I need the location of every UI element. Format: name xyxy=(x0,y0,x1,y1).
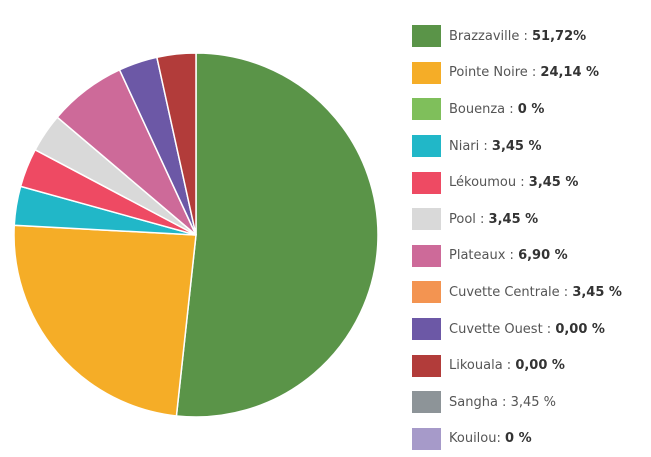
legend-value: 6,90 % xyxy=(518,248,568,264)
legend-item: Cuvette Centrale : 3,45 % xyxy=(412,274,622,311)
legend-name: Brazzaville : xyxy=(449,28,533,44)
legend-name: Kouilou: xyxy=(449,431,505,447)
legend-item: Kouilou: 0 % xyxy=(412,421,622,457)
legend-label: Cuvette Centrale : 3,45 % xyxy=(449,285,622,300)
legend-name: Cuvette Ouest : xyxy=(449,321,556,337)
legend-name: Cuvette Centrale : xyxy=(449,284,573,300)
legend-name: Bouenza : xyxy=(449,101,518,117)
legend-item: Niari : 3,45 % xyxy=(412,128,622,165)
pie-chart xyxy=(13,52,379,418)
legend-value: 24,14 % xyxy=(540,65,600,81)
legend-value: 0,00 % xyxy=(555,321,605,337)
legend-item: Plateaux : 6,90 % xyxy=(412,238,622,275)
pie-slice-likouala xyxy=(155,52,197,236)
legend-swatch xyxy=(412,281,441,304)
legend-swatch xyxy=(412,171,441,194)
legend-name: Likouala : xyxy=(449,358,516,374)
legend-name: Pointe Noire : xyxy=(449,65,541,81)
legend-item: Brazzaville : 51,72% xyxy=(412,18,622,55)
legend-swatch xyxy=(412,61,441,84)
legend-name: Lékoumou : xyxy=(449,175,529,191)
legend-label: Lékoumou : 3,45 % xyxy=(449,175,578,190)
legend-swatch xyxy=(412,427,441,450)
legend-value: 51,72% xyxy=(532,28,587,44)
legend-value: 3,45 % xyxy=(488,211,539,227)
legend-label: Pool : 3,45 % xyxy=(449,212,538,227)
legend-name: Sangha : xyxy=(449,394,511,410)
legend-label: Bouenza : 0 % xyxy=(449,102,544,117)
legend-swatch xyxy=(412,244,441,267)
legend-label: Likouala : 0,00 % xyxy=(449,358,565,373)
legend-item: Lékoumou : 3,45 % xyxy=(412,164,622,201)
legend-label: Plateaux : 6,90 % xyxy=(449,248,568,263)
legend-swatch xyxy=(412,318,441,341)
legend-value: 3,45 % xyxy=(528,175,579,191)
legend-label: Sangha : 3,45 % xyxy=(449,395,556,410)
pie-slice-pointe-noire xyxy=(13,224,197,417)
legend-swatch xyxy=(412,354,441,377)
legend-value: 3,45 % xyxy=(510,394,556,410)
legend-item: Pool : 3,45 % xyxy=(412,201,622,238)
legend-item: Likouala : 0,00 % xyxy=(412,347,622,384)
legend-label: Kouilou: 0 % xyxy=(449,431,532,446)
legend-name: Plateaux : xyxy=(449,248,519,264)
legend-item: Pointe Noire : 24,14 % xyxy=(412,55,622,92)
legend-item: Bouenza : 0 % xyxy=(412,91,622,128)
legend-label: Cuvette Ouest : 0,00 % xyxy=(449,322,605,337)
legend-value: 3,45 % xyxy=(491,138,542,154)
legend-swatch xyxy=(412,98,441,121)
legend-swatch xyxy=(412,208,441,231)
legend-value: 3,45 % xyxy=(572,284,622,300)
legend-name: Pool : xyxy=(449,211,489,227)
legend-item: Cuvette Ouest : 0,00 % xyxy=(412,311,622,348)
legend-value: 0,00 % xyxy=(515,358,565,374)
pie-slice-brazzaville xyxy=(175,52,379,418)
legend-value: 0 % xyxy=(517,101,545,117)
legend-label: Pointe Noire : 24,14 % xyxy=(449,65,599,80)
legend-swatch xyxy=(412,391,441,414)
legend-item: Sangha : 3,45 % xyxy=(412,384,622,421)
legend: Brazzaville : 51,72% Pointe Noire : 24,14… xyxy=(412,18,622,457)
legend-label: Niari : 3,45 % xyxy=(449,139,542,154)
legend-swatch xyxy=(412,135,441,158)
legend-name: Niari : xyxy=(449,138,492,154)
legend-value: 0 % xyxy=(505,431,532,447)
legend-label: Brazzaville : 51,72% xyxy=(449,29,586,44)
legend-swatch xyxy=(412,25,441,48)
